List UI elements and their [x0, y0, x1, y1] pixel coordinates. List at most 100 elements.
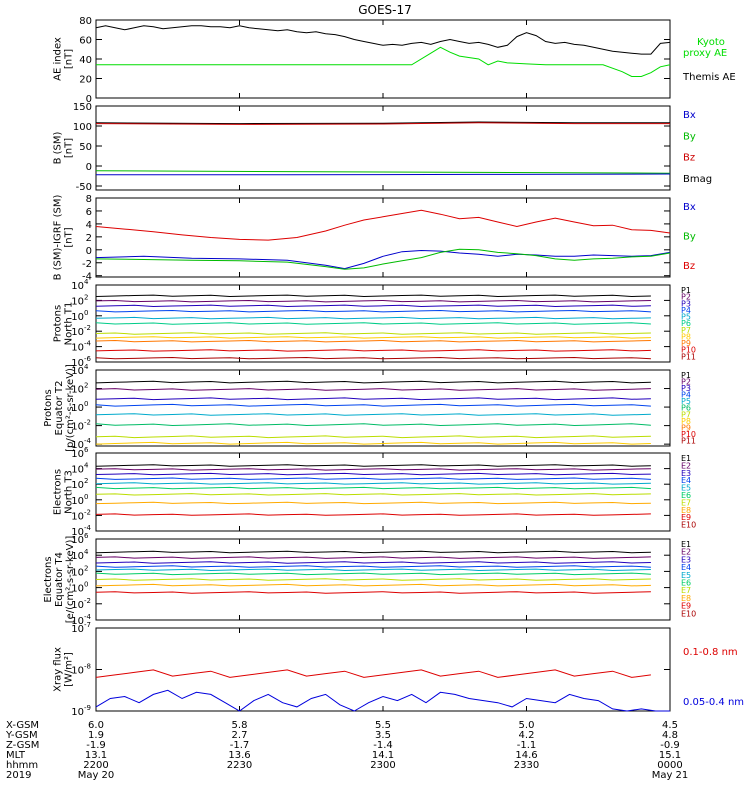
series-pn-p4 — [95, 309, 651, 313]
footer-cell: 2330 — [514, 760, 539, 771]
y-tick-label-bigrf: -4 — [82, 272, 92, 283]
y-tick-label-ee: 10 — [71, 535, 84, 546]
y-tick-label-ae: 40 — [79, 55, 92, 66]
series-en-e6 — [95, 486, 651, 490]
series-bsm-bx — [96, 173, 671, 176]
y-axis-label-bigrf: [nT] — [64, 227, 75, 247]
y-tick-label-en: 10 — [71, 449, 84, 460]
panel-frame-bigrf — [95, 197, 671, 278]
y-tick-exponent-pe: 4 — [84, 363, 89, 371]
series-pe-p7 — [95, 435, 651, 439]
legend-kyoto-line2: proxy AE — [683, 48, 727, 59]
legend-themis-ae: Themis AE — [682, 72, 736, 83]
legend-ee-e8: E8 — [681, 594, 691, 603]
series-ee-e8 — [95, 583, 651, 587]
y-tick-label-pe: 10 — [71, 403, 84, 414]
legend-en-e10: E10 — [681, 521, 696, 530]
legend-pe-p3: P3 — [681, 384, 691, 393]
y-tick-exponent-pn: 4 — [84, 278, 89, 286]
legend-pe-p4: P4 — [681, 391, 691, 400]
y-tick-label-ae: 20 — [79, 75, 92, 86]
y-tick-exponent-pn: -2 — [84, 324, 91, 332]
y-tick-exponent-ee: -4 — [84, 613, 92, 621]
y-axis-label-bsm: B (SM) — [53, 131, 64, 164]
y-tick-label-bsm: 100 — [73, 122, 92, 133]
footer-cell: 4.2 — [519, 730, 535, 741]
footer-row-label: Y-GSM — [5, 730, 38, 741]
series-ae-themis-ae — [95, 25, 671, 55]
y-tick-exponent-pn: -6 — [84, 355, 92, 363]
y-tick-exponent-ee: 6 — [84, 532, 89, 540]
footer-cell: 3.5 — [375, 730, 391, 741]
footer-cell: 13.6 — [228, 750, 250, 761]
y-axis-label-bsm: [nT] — [64, 138, 75, 158]
footer-cell: 13.1 — [85, 750, 107, 761]
series-pn-p11 — [95, 356, 651, 360]
y-axis-label-en: North T3 — [64, 470, 75, 514]
y-tick-exponent-en: -4 — [84, 524, 92, 532]
legend-en-e3: E3 — [681, 469, 691, 478]
y-axis-label-pe: [p/(cm²-s-sr-keV)] — [65, 364, 76, 452]
y-tick-label-bigrf: 8 — [86, 194, 92, 205]
series-en-e4 — [95, 477, 651, 480]
y-axis-label-pn: Protons — [53, 305, 64, 342]
y-tick-exponent-pn: -4 — [84, 340, 92, 348]
footer-cell: 5.0 — [519, 720, 535, 731]
legend-bsm-bz: Bz — [683, 153, 695, 164]
series-en-e1 — [95, 464, 651, 467]
y-tick-label-xray: 10 — [71, 707, 84, 718]
footer-row-label: Z-GSM — [6, 740, 39, 751]
legend-en-e4: E4 — [681, 476, 691, 485]
y-tick-label-en: 10 — [71, 496, 84, 507]
y-tick-label-ee: 10 — [71, 551, 84, 562]
footer-cell: -1.9 — [86, 740, 106, 751]
y-tick-label-pe: 10 — [71, 440, 84, 451]
series-ee-e4 — [95, 565, 651, 568]
legend-pe-p6: P6 — [681, 404, 691, 413]
legend-bigrf-bx: Bx — [683, 202, 696, 213]
series-ee-e3 — [95, 561, 651, 564]
series-pn-p8 — [95, 336, 651, 339]
y-axis-label-xray: Xray flux — [53, 647, 64, 692]
series-ee-e9 — [95, 591, 651, 594]
legend-pn-p9: P9 — [681, 339, 691, 348]
y-tick-label-pe: 10 — [71, 366, 84, 377]
footer-row-label: X-GSM — [6, 720, 39, 731]
y-axis-label-ae: AE index — [53, 37, 64, 81]
legend-bsm-bx: Bx — [683, 110, 696, 121]
y-axis-label-xray: [W/m²] — [64, 652, 75, 687]
y-tick-label-bsm: 50 — [79, 142, 92, 153]
y-tick-label-en: 10 — [71, 480, 84, 491]
legend-pn-p6: P6 — [681, 319, 691, 328]
legend-ee-e5: E5 — [681, 571, 691, 580]
footer-cell: 2230 — [227, 760, 252, 771]
series-ee-e6 — [95, 572, 651, 576]
footer-cell: May 20 — [78, 770, 115, 781]
y-tick-exponent-ee: -2 — [84, 597, 91, 605]
footer-cell: 5.8 — [232, 720, 248, 731]
legend-ee-e9: E9 — [681, 602, 691, 611]
series-en-e3 — [95, 472, 651, 476]
legend-kyoto-line1: Kyoto — [697, 37, 725, 48]
y-tick-label-ee: 10 — [71, 567, 84, 578]
y-tick-exponent-ee: 4 — [84, 548, 89, 556]
y-tick-label-bigrf: 0 — [86, 246, 92, 257]
footer-cell: May 21 — [652, 770, 689, 781]
series-bsm-bz — [95, 122, 670, 125]
series-ee-e5 — [95, 568, 651, 572]
footer-cell: 2300 — [370, 760, 395, 771]
legend-pn-p4: P4 — [681, 306, 691, 315]
series-pe-p4 — [95, 403, 651, 407]
series-en-e8 — [95, 501, 651, 505]
y-tick-label-ee: 10 — [71, 600, 84, 611]
y-tick-exponent-pn: 2 — [84, 293, 88, 301]
y-axis-label-pe: Equator T2 — [54, 381, 65, 436]
y-tick-exponent-xray: -7 — [84, 621, 91, 629]
footer-cell: 14.6 — [515, 750, 537, 761]
series-pn-p9 — [95, 339, 651, 343]
legend-en-e5: E5 — [681, 484, 691, 493]
footer-cell: 4.5 — [662, 720, 678, 731]
series-bsm-bmag — [95, 121, 670, 125]
y-tick-label-bigrf: -2 — [82, 259, 92, 270]
